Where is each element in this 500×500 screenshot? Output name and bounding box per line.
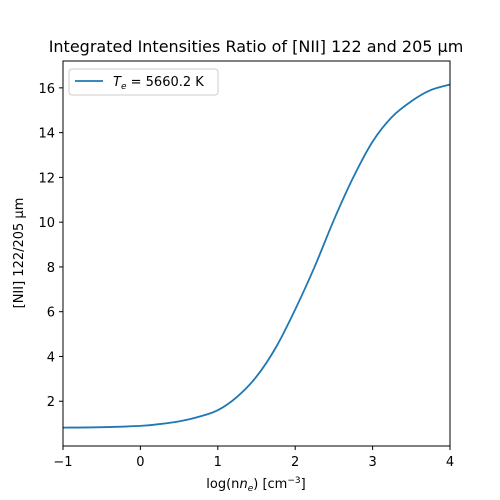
y-tick-label: 16 xyxy=(38,82,55,97)
x-axis-label-unit: ) [cm xyxy=(253,477,287,492)
y-tick-label: 10 xyxy=(38,216,55,231)
axes-frame xyxy=(62,60,451,447)
y-tick-label: 12 xyxy=(38,171,55,186)
y-tick-label: 4 xyxy=(47,350,55,365)
legend-entry-rest: = 5660.2 K xyxy=(127,75,205,90)
x-tick-label: −1 xyxy=(53,455,72,470)
x-tick-label: 0 xyxy=(136,455,144,470)
x-tick-label: 3 xyxy=(368,455,376,470)
y-tick-label: 14 xyxy=(38,127,55,142)
legend-box xyxy=(68,68,219,96)
x-axis-label: log(nne) [cm−3] xyxy=(206,476,305,494)
x-axis-label-sub: e xyxy=(248,484,254,494)
x-axis-label-main: log(n xyxy=(206,477,239,492)
y-axis-label: [NII] 122/205 μm xyxy=(12,198,27,309)
x-tick-label: 2 xyxy=(291,455,299,470)
x-tick-label: 4 xyxy=(446,455,454,470)
chart-title: Integrated Intensities Ratio of [NII] 12… xyxy=(49,37,464,56)
y-tick-label: 8 xyxy=(47,261,55,276)
legend-entry: Te = 5660.2 K xyxy=(113,75,204,92)
y-tick-label: 6 xyxy=(47,306,55,321)
series-line xyxy=(62,83,451,429)
x-axis-label-end: ] xyxy=(301,477,306,492)
legend: Te = 5660.2 K xyxy=(68,68,219,96)
legend-entry-main: T xyxy=(113,75,122,90)
x-axis-label-sub-n: n xyxy=(239,477,247,492)
x-axis-label-sup: −3 xyxy=(287,476,300,486)
legend-entry-sub: e xyxy=(121,82,127,92)
y-tick-label: 2 xyxy=(47,395,55,410)
x-tick-label: 1 xyxy=(214,455,222,470)
